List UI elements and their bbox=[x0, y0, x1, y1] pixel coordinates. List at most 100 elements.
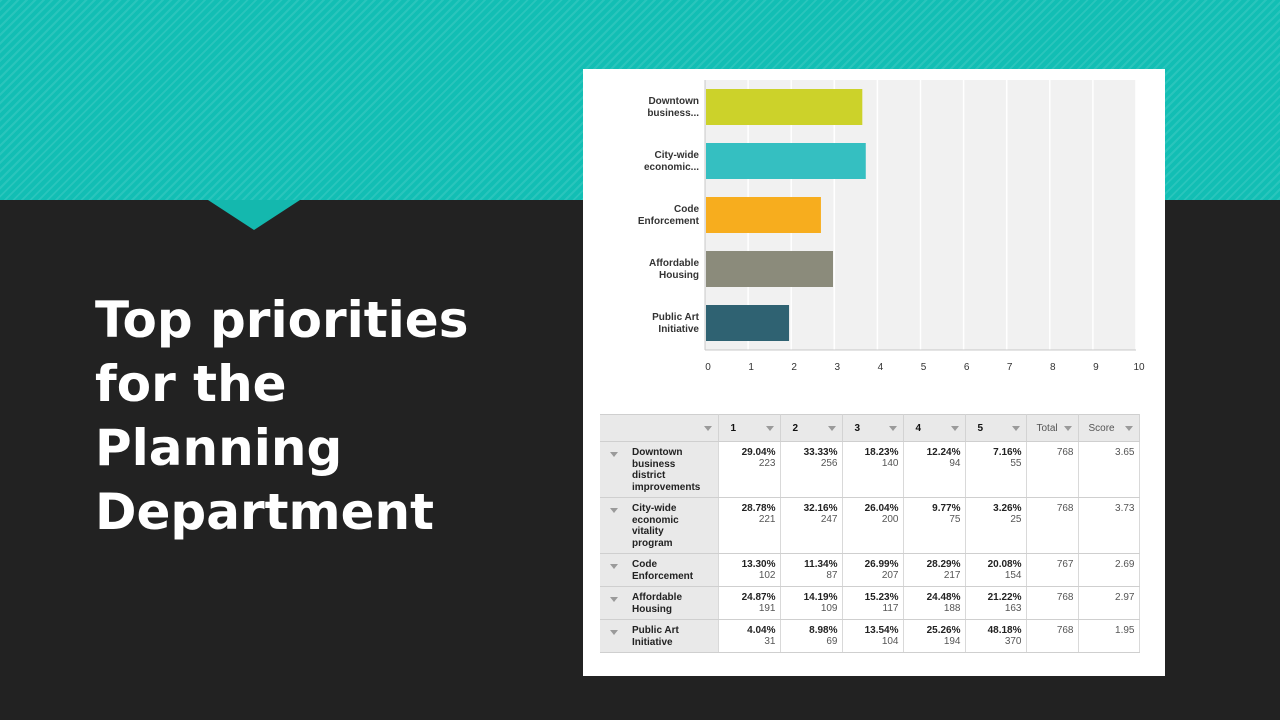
count-value: 75 bbox=[949, 514, 961, 525]
percent-value: 11.34% bbox=[804, 559, 838, 570]
percent-value: 21.22% bbox=[987, 592, 1022, 603]
percent-value: 3.26% bbox=[993, 503, 1022, 514]
column-header[interactable]: 2 bbox=[780, 414, 843, 442]
bar bbox=[706, 251, 834, 287]
chevron-down-icon[interactable] bbox=[610, 452, 618, 457]
score-value: 1.95 bbox=[1078, 619, 1140, 653]
count-value: 69 bbox=[826, 636, 838, 647]
count-value: 207 bbox=[881, 570, 899, 581]
title-line: Top priorities bbox=[95, 291, 469, 349]
chevron-down-icon[interactable] bbox=[610, 564, 618, 569]
percent-value: 32.16% bbox=[803, 503, 838, 514]
x-tick-label: 4 bbox=[878, 362, 884, 373]
y-tick-label: Code Enforcement bbox=[638, 204, 700, 227]
row-label: City-wide economic vitality program bbox=[600, 497, 719, 554]
table-header-row: 1 2 3 4 5 Total Score bbox=[600, 414, 1140, 442]
table-row: City-wide economic vitality program 28.78% 22… bbox=[600, 497, 1140, 554]
rank-cell: 13.30% 102 bbox=[718, 553, 781, 587]
x-tick-label: 8 bbox=[1050, 362, 1056, 373]
rank-cell: 18.23% 140 bbox=[842, 441, 904, 498]
row-label-line: Public Art bbox=[632, 625, 679, 636]
column-header[interactable]: 5 bbox=[965, 414, 1027, 442]
count-value: 109 bbox=[820, 603, 838, 614]
count-value: 221 bbox=[758, 514, 776, 525]
percent-value: 26.99% bbox=[864, 559, 899, 570]
percent-value: 48.18% bbox=[987, 625, 1022, 636]
x-tick-label: 2 bbox=[791, 362, 797, 373]
score-value: 2.69 bbox=[1078, 553, 1140, 587]
row-label-line: district bbox=[632, 470, 666, 481]
count-value: 217 bbox=[943, 570, 961, 581]
column-header[interactable]: 3 bbox=[842, 414, 904, 442]
chevron-down-icon[interactable] bbox=[703, 426, 712, 431]
rank-cell: 32.16% 247 bbox=[780, 497, 843, 554]
percent-value: 24.48% bbox=[926, 592, 961, 603]
rank-cell: 28.78% 221 bbox=[718, 497, 781, 554]
rank-cell: 28.29% 217 bbox=[903, 553, 966, 587]
count-value: 200 bbox=[881, 514, 899, 525]
percent-value: 18.23% bbox=[864, 447, 899, 458]
score-value: 3.65 bbox=[1078, 441, 1140, 498]
count-value: 104 bbox=[881, 636, 899, 647]
table-row: Public Art Initiative 4.04% 31 8.98% 69 13.54%… bbox=[600, 619, 1140, 653]
percent-value: 26.04% bbox=[864, 503, 899, 514]
row-label-line: Downtown bbox=[632, 447, 683, 458]
bar bbox=[706, 143, 866, 179]
count-value: 256 bbox=[820, 458, 838, 469]
chevron-down-icon[interactable] bbox=[765, 426, 774, 431]
x-tick-label: 3 bbox=[835, 362, 841, 373]
survey-results-panel: 0 1 2 3 4 5 6 7 8 9 10 Downtown business... City-wide… bbox=[583, 69, 1165, 676]
column-header[interactable]: 1 bbox=[718, 414, 781, 442]
row-label-header[interactable] bbox=[600, 414, 719, 442]
column-header-score[interactable]: Score bbox=[1078, 414, 1140, 442]
rank-cell: 24.87% 191 bbox=[718, 586, 781, 620]
row-label-line: City-wide bbox=[632, 503, 677, 514]
row-label-line: Affordable bbox=[632, 592, 682, 603]
rank-cell: 13.54% 104 bbox=[842, 619, 904, 653]
count-value: 163 bbox=[1004, 603, 1022, 614]
percent-value: 20.08% bbox=[987, 559, 1022, 570]
percent-value: 12.24% bbox=[926, 447, 961, 458]
rank-cell: 48.18% 370 bbox=[965, 619, 1027, 653]
count-value: 25 bbox=[1010, 514, 1022, 525]
rank-cell: 3.26% 25 bbox=[965, 497, 1027, 554]
chevron-down-icon[interactable] bbox=[950, 426, 959, 431]
rank-cell: 7.16% 55 bbox=[965, 441, 1027, 498]
percent-value: 25.26% bbox=[926, 625, 961, 636]
percent-value: 8.98% bbox=[809, 625, 838, 636]
x-tick-label: 7 bbox=[1007, 362, 1013, 373]
row-label: Code Enforcement bbox=[600, 553, 719, 587]
column-header[interactable]: 4 bbox=[903, 414, 966, 442]
chevron-down-icon[interactable] bbox=[610, 597, 618, 602]
column-header-total[interactable]: Total bbox=[1026, 414, 1079, 442]
count-value: 102 bbox=[758, 570, 776, 581]
chevron-down-icon[interactable] bbox=[1011, 426, 1020, 431]
rank-cell: 12.24% 94 bbox=[903, 441, 966, 498]
percent-value: 13.54% bbox=[864, 625, 899, 636]
chevron-down-icon[interactable] bbox=[1063, 426, 1072, 431]
row-label-line: Enforcement bbox=[632, 570, 694, 582]
chevron-down-icon[interactable] bbox=[827, 426, 836, 431]
rank-cell: 25.26% 194 bbox=[903, 619, 966, 653]
x-tick-label: 0 bbox=[705, 362, 711, 373]
results-table: 1 2 3 4 5 Total Score Downtown business di… bbox=[600, 414, 1140, 653]
title-line: Department bbox=[95, 483, 435, 541]
row-label: Downtown business district improvements bbox=[600, 441, 719, 498]
chevron-down-icon[interactable] bbox=[610, 630, 618, 635]
rank-cell: 15.23% 117 bbox=[842, 586, 904, 620]
rank-cell: 33.33% 256 bbox=[780, 441, 843, 498]
chevron-down-icon[interactable] bbox=[610, 508, 618, 513]
row-label-line: economic bbox=[632, 514, 679, 526]
x-tick-label: 1 bbox=[748, 362, 754, 373]
row-label-line: Housing bbox=[632, 603, 672, 615]
row-label-line: program bbox=[632, 537, 673, 549]
count-value: 370 bbox=[1004, 636, 1022, 647]
slide-title: Top priorities for the Planning Departme… bbox=[95, 288, 555, 544]
y-tick-label: Public Art Initiative bbox=[652, 312, 700, 335]
row-label: Affordable Housing bbox=[600, 586, 719, 620]
chevron-down-icon[interactable] bbox=[888, 426, 897, 431]
row-label-line: improvements bbox=[632, 481, 701, 493]
rank-cell: 29.04% 223 bbox=[718, 441, 781, 498]
percent-value: 7.16% bbox=[993, 447, 1022, 458]
chevron-down-icon[interactable] bbox=[1124, 426, 1133, 431]
